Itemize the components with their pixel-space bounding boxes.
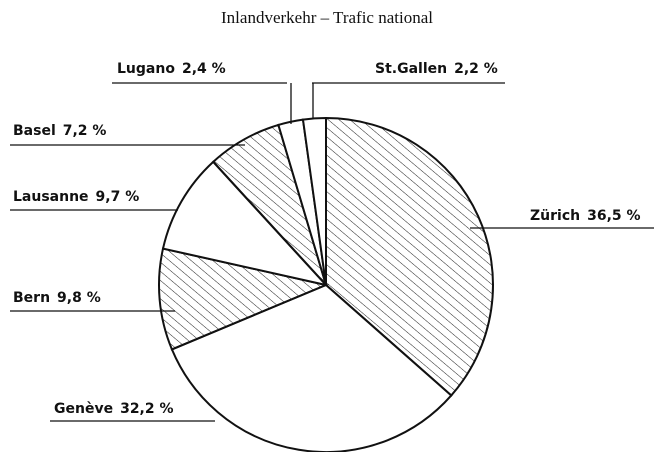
pie-slice [325,116,494,397]
category-name: Bern [13,290,50,306]
value-label: 2,2 % [454,61,498,77]
slice-label: Lausanne 9,7 % [13,189,139,205]
slice-label: St.Gallen 2,2 % [375,61,498,77]
value-label: 2,4 % [182,61,226,77]
pie-slice [170,283,453,452]
pie-slice [301,116,327,286]
category-name: St.Gallen [375,61,447,77]
slice-label: Zürich 36,5 % [530,208,641,224]
pie-slice [158,247,330,351]
category-name: Basel [13,123,56,139]
value-label: 7,2 % [63,123,107,139]
chart-title: Inlandverkehr – Trafic national [221,8,433,27]
category-name: Genève [54,401,113,417]
slice-label: Bern 9,8 % [13,290,101,306]
category-name: Lausanne [13,189,89,205]
slice-label: Genève 32,2 % [54,401,174,417]
value-label: 36,5 % [587,208,640,224]
value-label: 32,2 % [120,401,173,417]
slice-label: Lugano 2,4 % [117,61,226,77]
category-name: Lugano [117,61,175,77]
slice-label: Basel 7,2 % [13,123,106,139]
category-name: Zürich [530,208,580,224]
value-label: 9,8 % [57,290,101,306]
pie-slice [161,160,329,287]
value-label: 9,7 % [96,189,140,205]
